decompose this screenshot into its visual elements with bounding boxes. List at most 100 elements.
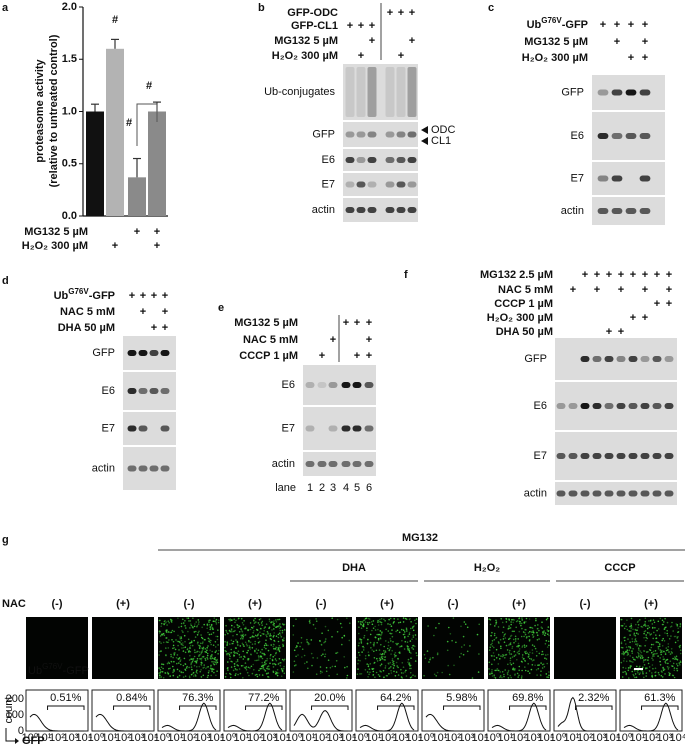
cell-signal xyxy=(390,625,393,627)
cell-signal xyxy=(321,632,323,634)
blot-band xyxy=(664,490,674,497)
cell-signal xyxy=(408,649,411,652)
panel-letter: g xyxy=(2,534,9,546)
cell-signal xyxy=(369,663,372,665)
cell-signal xyxy=(233,665,236,668)
cell-signal xyxy=(265,639,267,641)
cell-signal xyxy=(182,671,184,674)
cell-signal xyxy=(633,632,636,635)
cell-signal xyxy=(499,675,502,677)
cell-signal xyxy=(392,661,394,663)
cell-signal xyxy=(650,633,653,635)
cell-signal xyxy=(360,642,363,644)
cell-signal xyxy=(415,622,417,625)
cell-signal xyxy=(227,669,229,671)
cell-signal xyxy=(621,676,624,678)
cell-signal xyxy=(372,670,375,673)
cell-signal xyxy=(638,653,640,655)
condition-mark: + xyxy=(654,298,660,310)
cell-signal xyxy=(400,676,403,678)
cell-signal xyxy=(653,655,655,657)
x-tick-label: 10¹ xyxy=(498,732,514,744)
blot-band xyxy=(611,89,623,96)
cell-signal xyxy=(377,673,380,676)
cell-signal xyxy=(622,666,624,669)
cell-signal xyxy=(310,652,313,655)
condition-label: MG132 5 µM xyxy=(274,35,338,47)
blot-row-label: actin xyxy=(524,487,547,499)
cell-signal xyxy=(339,622,342,625)
micrograph xyxy=(26,617,88,679)
condition-mark: + xyxy=(654,269,660,281)
cell-signal xyxy=(643,650,645,652)
cell-signal xyxy=(190,663,192,666)
cell-signal xyxy=(629,634,631,636)
cell-signal xyxy=(499,638,502,641)
cell-signal xyxy=(265,659,267,662)
micrograph xyxy=(158,617,220,679)
cell-signal xyxy=(659,657,661,659)
cell-signal xyxy=(670,648,673,650)
cell-signal xyxy=(245,626,247,629)
cell-signal xyxy=(159,672,161,674)
cell-signal xyxy=(207,671,210,674)
cell-signal xyxy=(655,637,657,640)
cell-signal xyxy=(491,669,493,671)
cell-signal xyxy=(462,635,465,638)
cell-signal xyxy=(209,657,212,659)
cell-signal xyxy=(378,657,381,660)
cell-signal xyxy=(361,651,363,653)
cell-signal xyxy=(211,626,214,629)
cell-signal xyxy=(626,619,628,621)
cell-signal xyxy=(665,659,668,661)
cell-signal xyxy=(181,644,183,646)
cell-signal xyxy=(435,675,438,677)
blot-band xyxy=(407,131,417,138)
condition-label-part: Ub xyxy=(527,19,542,31)
condition-label: MG132 5 µM xyxy=(234,317,298,329)
histogram-curve xyxy=(359,702,415,732)
cell-signal xyxy=(180,671,183,674)
cell-signal xyxy=(279,647,281,649)
cell-signal xyxy=(676,669,679,672)
cell-signal xyxy=(236,660,239,663)
cell-signal xyxy=(232,634,234,637)
cell-signal xyxy=(213,661,215,663)
cell-signal xyxy=(387,644,390,647)
cell-signal xyxy=(661,619,664,622)
cell-signal xyxy=(233,618,235,620)
cell-signal xyxy=(229,657,231,660)
cell-signal xyxy=(210,643,212,646)
cell-signal xyxy=(274,658,277,660)
cell-signal xyxy=(513,630,515,633)
cell-signal xyxy=(673,667,676,669)
gate xyxy=(575,705,613,710)
cell-signal xyxy=(196,651,198,653)
blot-band xyxy=(580,490,590,497)
cell-signal xyxy=(279,629,282,632)
cell-signal xyxy=(391,663,394,666)
blot-band xyxy=(592,356,602,362)
cell-signal xyxy=(214,661,217,663)
histogram-curve xyxy=(623,702,679,732)
cell-signal xyxy=(258,640,261,643)
cell-signal xyxy=(379,664,382,667)
cell-signal xyxy=(203,666,206,669)
cell-signal xyxy=(275,659,278,662)
cell-signal xyxy=(664,653,667,655)
cell-signal xyxy=(534,624,536,627)
cell-signal xyxy=(514,654,517,656)
blot-band xyxy=(127,350,137,356)
cell-signal xyxy=(368,618,371,620)
cell-signal xyxy=(200,652,202,655)
cell-signal xyxy=(212,644,215,646)
cell-signal xyxy=(273,625,276,627)
condition-label: MG132 2.5 µM xyxy=(480,269,553,281)
cell-signal xyxy=(247,666,250,669)
condition-mark: + xyxy=(129,290,135,302)
cell-signal xyxy=(300,641,303,644)
cell-signal xyxy=(548,634,550,637)
cell-signal xyxy=(225,631,228,633)
cell-signal xyxy=(240,628,242,630)
blot-band xyxy=(385,181,395,188)
